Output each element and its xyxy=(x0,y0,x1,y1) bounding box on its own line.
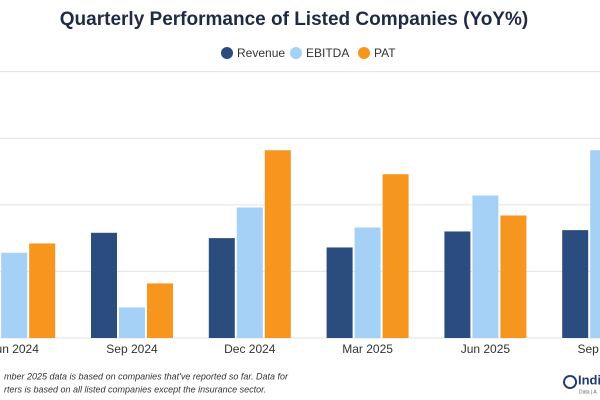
logo-tagline: Data | A xyxy=(579,389,597,395)
legend-marker xyxy=(221,47,233,59)
bar xyxy=(91,232,117,338)
bar xyxy=(147,283,173,338)
x-tick-label: Jun 2025 xyxy=(461,342,511,356)
legend-marker xyxy=(290,47,302,59)
legend-marker xyxy=(358,47,370,59)
x-tick-label: Sep 2024 xyxy=(106,342,158,356)
bar xyxy=(208,238,235,338)
bar xyxy=(29,243,56,338)
bar xyxy=(119,307,145,338)
bar xyxy=(444,231,471,338)
x-tick-label: Dec 2024 xyxy=(224,342,276,356)
bar xyxy=(264,150,291,338)
x-tick-label: Sep 2025 xyxy=(578,342,600,356)
bar xyxy=(590,150,600,338)
bar xyxy=(1,252,28,338)
bar xyxy=(326,247,353,338)
footnote: rters is based on all listed companies e… xyxy=(4,384,266,394)
bar xyxy=(236,207,263,338)
bar xyxy=(382,174,409,338)
bar xyxy=(472,195,499,338)
footnote: mber 2025 data is based on companies tha… xyxy=(4,371,289,381)
legend-label: Revenue xyxy=(237,46,285,60)
bar xyxy=(562,230,589,338)
bar xyxy=(500,215,527,338)
legend-label: EBITDA xyxy=(306,46,349,60)
legend-label: PAT xyxy=(374,46,396,60)
x-tick-label: Mar 2025 xyxy=(342,342,393,356)
x-tick-label: Jun 2024 xyxy=(0,342,39,356)
bar xyxy=(354,227,381,338)
logo-text: Indi xyxy=(578,372,600,387)
logo-icon xyxy=(563,375,578,389)
chart-title: Quarterly Performance of Listed Companie… xyxy=(60,9,528,30)
